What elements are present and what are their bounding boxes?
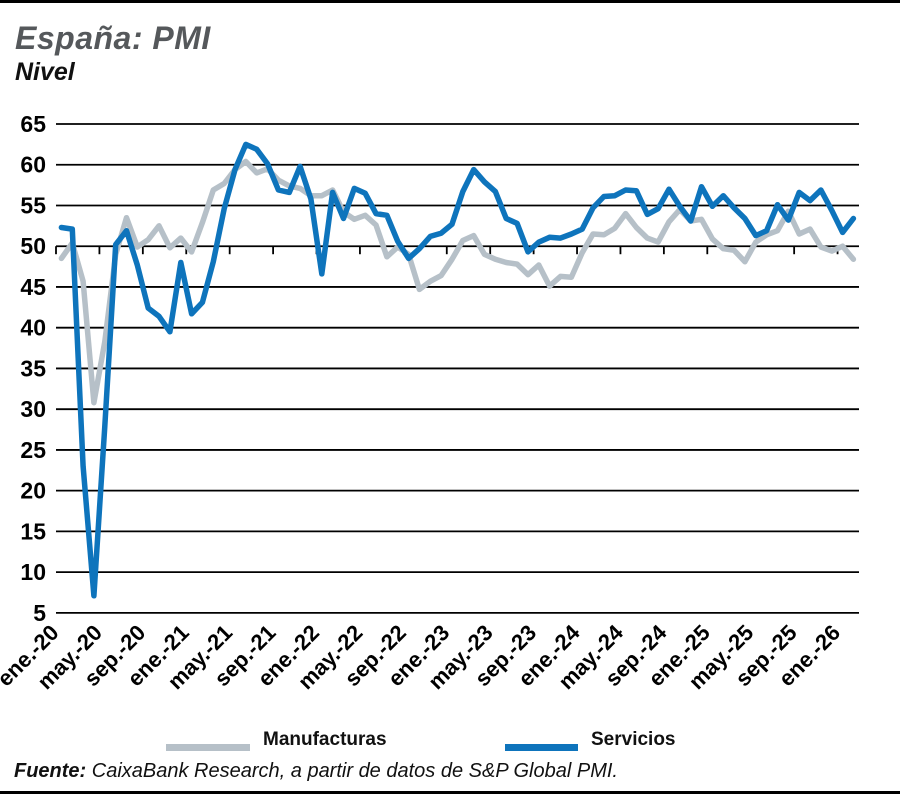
source-text: CaixaBank Research, a partir de datos de…	[86, 760, 618, 782]
series-line-manufacturas	[58, 158, 857, 406]
y-tick-label-35: 35	[20, 355, 46, 381]
series-line-servicios	[58, 141, 857, 599]
legend-item-manufacturas: Manufacturas	[166, 729, 387, 758]
top-rule	[0, 0, 900, 3]
y-tick-label-15: 15	[20, 518, 46, 544]
chart-title: España: PMI	[15, 20, 211, 56]
chart-subtitle: Nivel	[15, 58, 75, 86]
legend-item-servicios: Servicios	[505, 729, 676, 758]
source-prefix: Fuente:	[14, 760, 87, 782]
y-tick-label-50: 50	[20, 233, 46, 259]
source-note: Fuente: CaixaBank Research, a partir de …	[14, 760, 618, 783]
servicios-line-swatch	[505, 743, 578, 751]
legend-label-manufacturas: Manufacturas	[263, 729, 387, 750]
y-tick-label-20: 20	[20, 478, 46, 504]
y-tick-label-25: 25	[20, 437, 46, 463]
y-tick-label-45: 45	[20, 274, 46, 300]
manufacturas-line-swatch	[166, 743, 250, 751]
y-tick-label-10: 10	[20, 559, 46, 585]
y-tick-label-60: 60	[20, 152, 46, 178]
bottom-rule	[0, 791, 900, 794]
y-tick-label-30: 30	[20, 396, 46, 422]
y-tick-label-65: 65	[20, 111, 46, 137]
y-tick-label-40: 40	[20, 315, 46, 341]
legend-label-servicios: Servicios	[591, 729, 676, 750]
y-tick-label-55: 55	[20, 192, 46, 218]
y-tick-label-5: 5	[33, 600, 46, 626]
